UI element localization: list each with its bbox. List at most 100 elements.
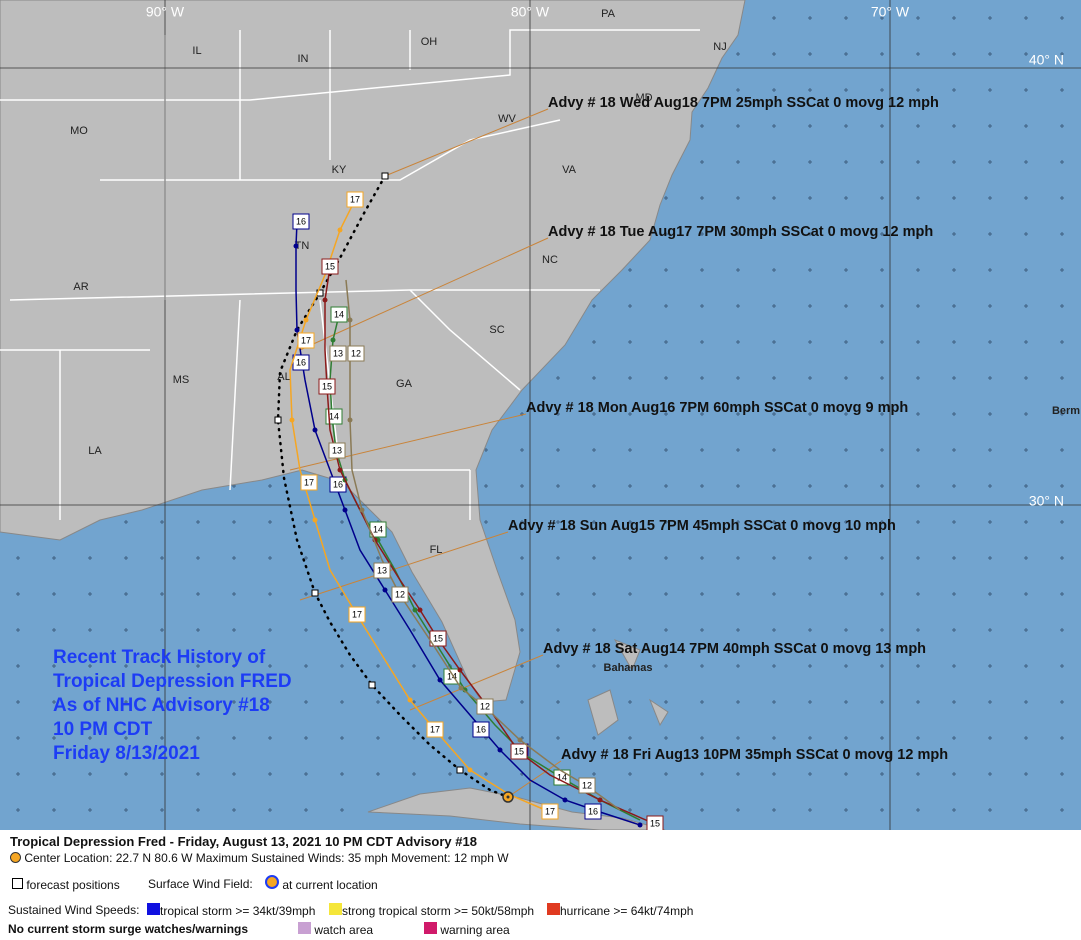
day-label: 14 bbox=[334, 309, 344, 319]
track-point bbox=[417, 607, 423, 613]
place-label: TN bbox=[295, 240, 310, 252]
lon-label: 90° W bbox=[146, 4, 185, 20]
day-label: 17 bbox=[545, 806, 555, 816]
place-label: IN bbox=[298, 53, 309, 65]
forecast-position bbox=[311, 589, 319, 597]
legend-warning: warning area bbox=[424, 922, 510, 937]
day-box bbox=[330, 306, 348, 323]
track-point bbox=[562, 797, 568, 803]
forecast-position bbox=[274, 416, 282, 424]
day-box bbox=[321, 258, 339, 275]
storm-track bbox=[329, 314, 641, 821]
map: 90° W 80° W 70° W 40° N 30° N PA IL IN OH NJ MO WV M… bbox=[0, 0, 1081, 830]
day-label: 17 bbox=[430, 724, 440, 734]
track-point bbox=[517, 737, 523, 743]
place-label: Berm bbox=[1052, 405, 1080, 417]
track-point bbox=[497, 747, 503, 753]
day-box bbox=[578, 777, 596, 794]
advisory-leader bbox=[299, 531, 509, 601]
day-box bbox=[584, 803, 602, 820]
track-point bbox=[303, 317, 309, 323]
land-us bbox=[0, 0, 746, 703]
legend-watch: watch area bbox=[298, 922, 373, 937]
place-label: Bahamas bbox=[604, 662, 653, 674]
day-label: 12 bbox=[582, 780, 592, 790]
lon-label: 70° W bbox=[871, 4, 910, 20]
legend-sts-text: strong tropical storm >= 50kt/58mph bbox=[342, 904, 535, 918]
track-point bbox=[437, 677, 443, 683]
advisory-leader bbox=[409, 654, 544, 711]
day-box bbox=[510, 743, 528, 760]
place-label: IL bbox=[192, 45, 201, 57]
day-label: 15 bbox=[650, 818, 660, 828]
advisory-label: Advy # 18 Wed Aug18 7PM 25mph SSCat 0 mo… bbox=[548, 95, 939, 111]
advisory-label: Advy # 18 Fri Aug13 10PM 35mph SSCat 0 m… bbox=[561, 747, 948, 763]
land-bahamas bbox=[587, 639, 669, 736]
place-label: MD bbox=[635, 92, 652, 104]
day-label: 17 bbox=[301, 335, 311, 345]
state-borders bbox=[0, 29, 700, 520]
day-label: 15 bbox=[433, 633, 443, 643]
day-box bbox=[318, 378, 336, 395]
track-point bbox=[347, 417, 353, 423]
track-point bbox=[382, 587, 388, 593]
current-center-dot bbox=[506, 795, 510, 799]
place-label: VA bbox=[562, 164, 577, 176]
track-point bbox=[293, 243, 299, 249]
track-point bbox=[457, 667, 463, 673]
legend-sts: strong tropical storm >= 50kt/58mph bbox=[329, 903, 534, 918]
place-label: NJ bbox=[713, 41, 726, 53]
forecast-position bbox=[456, 766, 464, 774]
track-point bbox=[342, 507, 348, 513]
day-box bbox=[472, 721, 490, 738]
day-label: 17 bbox=[352, 609, 362, 619]
track-point bbox=[359, 507, 365, 513]
day-label: 16 bbox=[588, 806, 598, 816]
day-box bbox=[348, 606, 366, 623]
day-label: 13 bbox=[333, 348, 343, 358]
storm-track bbox=[324, 266, 656, 825]
legend-hu-text: hurricane >= 64kt/74mph bbox=[560, 904, 694, 918]
place-label: FL bbox=[430, 544, 443, 556]
track-point bbox=[597, 797, 603, 803]
place-label: KY bbox=[332, 164, 347, 176]
legend-warning-text: warning area bbox=[440, 923, 510, 937]
forecast-position bbox=[368, 681, 376, 689]
legend-ts: tropical storm >= 34kt/39mph bbox=[147, 903, 315, 918]
track-point bbox=[322, 297, 328, 303]
legend-center: Center Location: 22.7 N 80.6 W Maximum S… bbox=[10, 851, 509, 865]
place-label: MO bbox=[70, 125, 88, 137]
day-label: 13 bbox=[332, 445, 342, 455]
lat-label: 30° N bbox=[1029, 493, 1064, 509]
track-point bbox=[289, 417, 295, 423]
day-label: 17 bbox=[350, 194, 360, 204]
legend-surge: No current storm surge watches/warnings bbox=[8, 922, 249, 936]
forecast-position bbox=[381, 172, 389, 180]
day-label: 15 bbox=[514, 746, 524, 756]
track-point bbox=[467, 767, 473, 773]
advisory-label: Advy # 18 Sun Aug15 7PM 45mph SSCat 0 mo… bbox=[508, 518, 896, 534]
title-line: Recent Track History of bbox=[53, 647, 266, 668]
day-label: 16 bbox=[333, 479, 343, 489]
advisory-label: Advy # 18 Tue Aug17 7PM 30mph SSCat 0 mo… bbox=[548, 224, 933, 240]
day-label: 16 bbox=[296, 357, 306, 367]
advisory-label: Advy # 18 Sat Aug14 7PM 40mph SSCat 0 mo… bbox=[543, 641, 926, 657]
day-label: 16 bbox=[296, 216, 306, 226]
day-label: 12 bbox=[395, 589, 405, 599]
day-box bbox=[346, 191, 364, 208]
legend-header: Tropical Depression Fred - Friday, Augus… bbox=[10, 834, 477, 849]
day-box bbox=[347, 345, 365, 362]
forecast-track bbox=[276, 174, 510, 799]
track-point bbox=[337, 227, 343, 233]
legend-speeds: Sustained Wind Speeds: bbox=[8, 903, 140, 917]
advisory-leader bbox=[507, 760, 562, 798]
day-label: 14 bbox=[373, 524, 383, 534]
day-label: 14 bbox=[557, 772, 567, 782]
day-box bbox=[429, 630, 447, 647]
day-box bbox=[297, 332, 315, 349]
track-point bbox=[407, 697, 413, 703]
day-box bbox=[391, 586, 409, 603]
day-box bbox=[300, 474, 318, 491]
title-line: Friday 8/13/2021 bbox=[53, 743, 200, 764]
